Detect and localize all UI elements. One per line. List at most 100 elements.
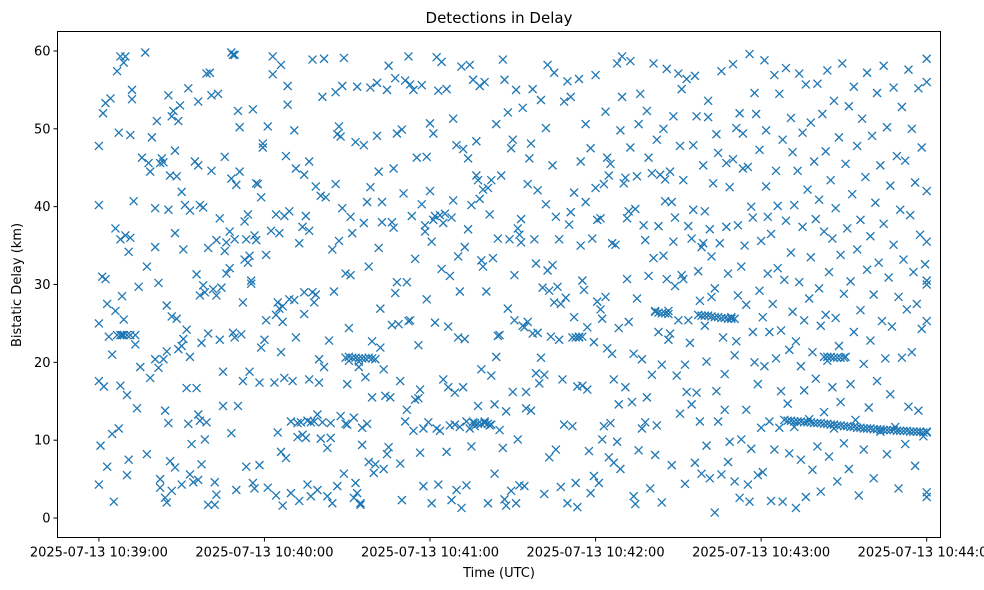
data-point: [112, 66, 122, 76]
data-point: [327, 245, 337, 254]
data-point: [692, 111, 702, 121]
data-point: [920, 259, 930, 269]
data-point: [255, 460, 264, 470]
data-point: [915, 230, 925, 240]
data-point: [208, 284, 218, 294]
data-point: [475, 81, 485, 91]
data-point: [326, 418, 336, 428]
data-point: [453, 252, 463, 261]
data-point: [218, 401, 228, 411]
data-point: [773, 201, 783, 211]
y-axis: 0 10 20 30 40 50 60: [34, 44, 58, 527]
data-point: [746, 444, 756, 454]
data-point: [821, 146, 831, 156]
data-point: [308, 55, 317, 64]
data-point: [162, 301, 172, 310]
data-point: [202, 69, 211, 78]
data-point: [245, 367, 255, 377]
data-point: [591, 70, 601, 80]
data-point: [458, 382, 468, 392]
data-point: [872, 376, 882, 386]
y-tick-label: 60: [34, 44, 51, 59]
data-point: [178, 334, 188, 344]
data-point: [198, 202, 208, 212]
data-point: [233, 401, 243, 411]
data-point: [524, 153, 534, 163]
data-point: [735, 108, 745, 118]
data-point: [246, 276, 256, 286]
data-point: [788, 307, 798, 317]
data-point: [384, 442, 394, 452]
data-point: [304, 157, 314, 166]
data-point: [690, 71, 700, 81]
data-point: [622, 213, 632, 223]
data-point: [311, 290, 321, 300]
data-point: [713, 417, 723, 426]
x-tick-label: 2025-07-13 10:44:00: [858, 546, 984, 561]
data-point: [642, 392, 652, 402]
data-point: [433, 480, 443, 490]
data-point: [364, 457, 374, 467]
data-point: [110, 306, 120, 316]
data-point: [187, 439, 197, 449]
data-points: [94, 48, 932, 518]
data-point: [849, 327, 859, 337]
x-tick-label: 2025-07-13 10:40:00: [195, 546, 333, 561]
data-point: [839, 289, 849, 299]
data-point: [405, 79, 415, 89]
data-point: [764, 327, 774, 337]
data-point: [415, 448, 425, 458]
data-point: [913, 406, 923, 416]
data-point: [894, 292, 904, 302]
data-point: [794, 277, 804, 287]
data-point: [769, 445, 779, 454]
data-point: [514, 230, 524, 240]
data-point: [581, 119, 591, 129]
data-point: [553, 282, 562, 292]
data-point: [273, 427, 283, 437]
data-point: [334, 236, 344, 246]
data-point: [266, 226, 276, 236]
data-point: [163, 90, 173, 100]
data-point: [500, 75, 509, 85]
data-point: [283, 100, 293, 110]
data-point: [506, 486, 516, 496]
data-point: [652, 420, 662, 430]
data-point: [380, 391, 390, 401]
data-point: [258, 143, 268, 152]
data-point: [235, 167, 245, 177]
data-point: [827, 234, 837, 244]
data-point: [786, 113, 796, 123]
data-point: [743, 162, 753, 172]
data-point: [806, 252, 816, 262]
data-point: [900, 156, 910, 166]
data-point: [162, 346, 172, 356]
data-point: [185, 206, 195, 216]
data-point: [556, 482, 566, 492]
data-point: [808, 347, 817, 357]
data-point: [688, 205, 698, 215]
data-point: [360, 353, 370, 363]
data-point: [200, 287, 210, 297]
x-axis: 2025-07-13 10:39:00 2025-07-13 10:40:00 20…: [30, 537, 984, 561]
data-point: [508, 387, 518, 397]
data-point: [922, 77, 932, 87]
data-point: [276, 60, 286, 70]
data-point: [544, 286, 554, 296]
data-point: [892, 151, 902, 161]
data-point: [140, 48, 150, 57]
data-point: [155, 474, 165, 484]
data-point: [745, 497, 755, 507]
data-point: [200, 434, 210, 444]
data-point: [543, 60, 553, 70]
data-point: [625, 56, 635, 66]
data-point: [279, 373, 289, 383]
data-point: [759, 361, 769, 371]
data-point: [385, 392, 395, 402]
data-point: [917, 324, 927, 334]
data-point: [183, 419, 193, 429]
data-point: [241, 462, 251, 472]
data-point: [657, 498, 667, 507]
data-point: [576, 157, 586, 166]
data-point: [463, 153, 473, 163]
